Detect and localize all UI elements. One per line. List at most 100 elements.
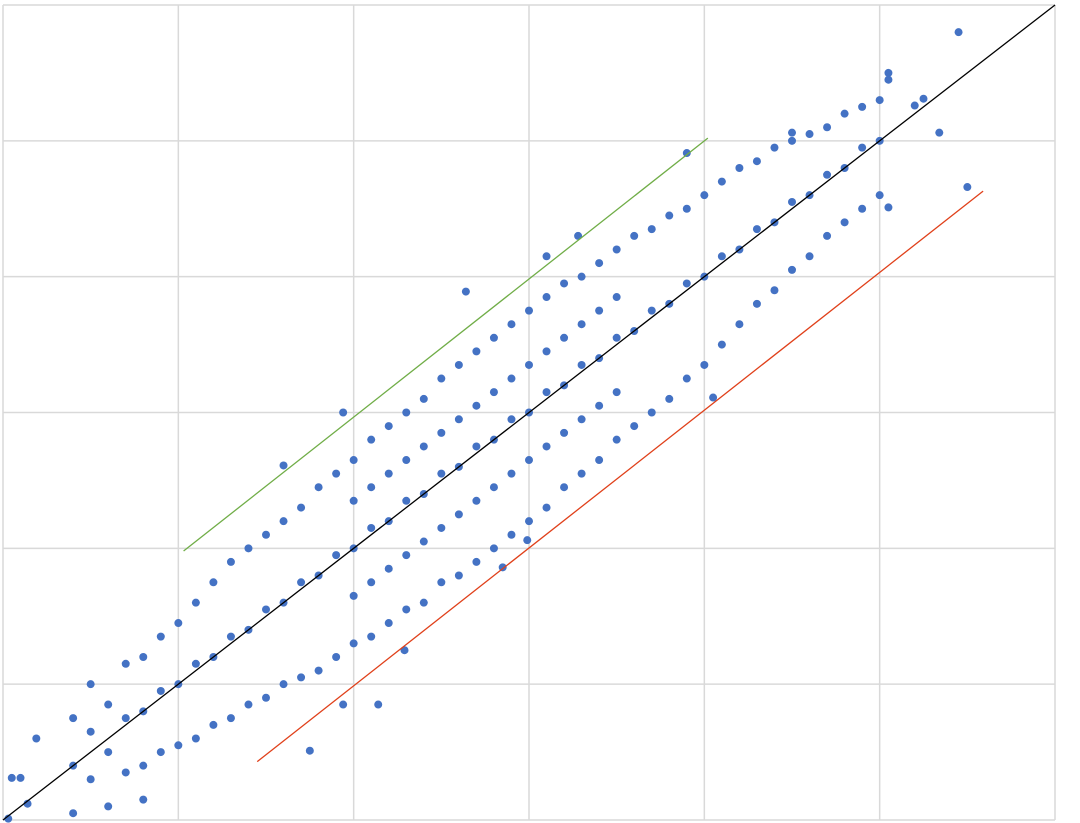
point bbox=[525, 306, 533, 315]
point bbox=[279, 680, 288, 689]
point bbox=[419, 442, 428, 451]
point bbox=[840, 218, 849, 227]
point bbox=[523, 536, 532, 545]
point bbox=[402, 551, 411, 560]
point bbox=[139, 761, 148, 770]
point bbox=[156, 632, 165, 641]
point bbox=[367, 578, 376, 587]
point bbox=[191, 734, 200, 743]
point bbox=[384, 564, 393, 573]
point bbox=[402, 496, 411, 505]
point bbox=[437, 469, 446, 478]
point bbox=[454, 360, 463, 369]
point bbox=[770, 143, 779, 152]
point bbox=[139, 795, 148, 804]
point bbox=[305, 746, 314, 755]
point bbox=[507, 415, 516, 424]
point bbox=[665, 394, 674, 403]
point bbox=[86, 680, 95, 689]
point bbox=[682, 149, 691, 158]
point bbox=[367, 435, 376, 444]
point bbox=[104, 802, 113, 811]
point bbox=[419, 598, 428, 607]
point bbox=[612, 333, 621, 342]
point bbox=[884, 68, 893, 77]
point bbox=[700, 360, 709, 369]
point bbox=[717, 252, 726, 261]
point bbox=[384, 469, 393, 478]
point bbox=[332, 551, 341, 560]
point bbox=[770, 286, 779, 295]
point bbox=[402, 456, 411, 465]
point bbox=[349, 456, 358, 465]
point bbox=[489, 483, 498, 492]
point bbox=[858, 143, 867, 152]
point bbox=[279, 461, 288, 470]
point bbox=[121, 714, 130, 723]
point bbox=[191, 598, 200, 607]
point bbox=[963, 183, 972, 192]
point bbox=[595, 259, 604, 268]
point bbox=[665, 211, 674, 220]
point bbox=[577, 320, 586, 329]
point bbox=[226, 632, 235, 641]
point bbox=[595, 306, 604, 315]
point bbox=[630, 231, 639, 240]
point bbox=[682, 204, 691, 213]
point bbox=[542, 388, 551, 397]
point bbox=[560, 428, 569, 437]
point bbox=[875, 191, 884, 200]
point bbox=[437, 374, 446, 383]
point bbox=[7, 773, 16, 782]
point bbox=[314, 483, 323, 492]
point bbox=[560, 483, 569, 492]
point bbox=[910, 101, 919, 110]
point bbox=[437, 578, 446, 587]
point bbox=[489, 388, 498, 397]
point bbox=[454, 510, 463, 519]
point bbox=[191, 659, 200, 668]
point bbox=[226, 714, 235, 723]
point bbox=[560, 279, 569, 288]
point bbox=[507, 469, 516, 478]
point bbox=[595, 456, 604, 465]
point bbox=[612, 293, 621, 302]
point bbox=[86, 727, 95, 736]
point bbox=[542, 252, 551, 261]
point bbox=[805, 252, 814, 261]
point bbox=[139, 653, 148, 661]
point bbox=[507, 374, 516, 383]
point bbox=[69, 809, 78, 818]
point bbox=[612, 435, 621, 444]
point bbox=[682, 374, 691, 383]
point bbox=[735, 320, 744, 329]
point bbox=[884, 203, 893, 212]
point bbox=[156, 686, 165, 695]
point bbox=[314, 666, 323, 675]
point bbox=[507, 530, 516, 539]
point bbox=[279, 517, 288, 526]
point bbox=[374, 700, 383, 709]
point bbox=[349, 591, 358, 600]
point bbox=[577, 469, 586, 478]
point bbox=[384, 422, 393, 431]
point bbox=[437, 523, 446, 532]
point bbox=[823, 170, 832, 179]
point bbox=[297, 673, 306, 682]
point bbox=[752, 225, 761, 234]
point bbox=[542, 293, 551, 302]
point bbox=[954, 28, 963, 37]
point bbox=[858, 102, 867, 111]
reference-line bbox=[2, 4, 1056, 821]
point bbox=[437, 428, 446, 437]
point bbox=[402, 408, 411, 417]
point bbox=[875, 96, 884, 105]
point bbox=[542, 503, 551, 512]
point bbox=[262, 530, 270, 539]
point bbox=[542, 442, 551, 451]
point bbox=[472, 347, 481, 356]
point bbox=[121, 768, 130, 777]
point bbox=[647, 306, 656, 315]
point bbox=[332, 653, 341, 661]
